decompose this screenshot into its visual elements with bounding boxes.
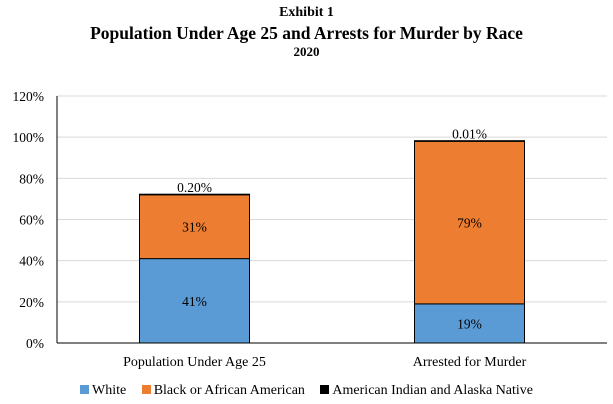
data-label: 0.01%	[452, 127, 487, 142]
y-tick-label: 40%	[19, 254, 44, 269]
exhibit-label: Exhibit 1	[279, 5, 334, 20]
bar-segment	[139, 194, 250, 260]
y-tick-label: 20%	[19, 295, 44, 310]
y-tick-label: 120%	[13, 89, 45, 104]
legend-item-black: Black or African American	[141, 383, 305, 399]
chart-subtitle: 2020	[293, 44, 320, 59]
legend-label-black: Black or African American	[153, 383, 305, 398]
legend-swatch-white	[79, 385, 89, 394]
data-label: 19%	[457, 316, 482, 331]
category-label: Population Under Age 25	[123, 355, 266, 370]
legend-item-white: White	[79, 383, 127, 399]
legend: White Black or African American American…	[0, 383, 613, 399]
y-tick-label: 60%	[19, 213, 44, 228]
legend-label-aian: American Indian and Alaska Native	[332, 383, 534, 398]
data-label: 31%	[182, 220, 207, 235]
bar-segment	[414, 303, 525, 344]
legend-swatch-aian	[320, 385, 330, 394]
bar-segment	[139, 193, 250, 196]
data-label: 0.20%	[177, 180, 212, 195]
legend-swatch-black	[141, 385, 151, 394]
legend-label-white: White	[91, 383, 127, 398]
bar-segment	[414, 140, 525, 305]
legend-item-aian: American Indian and Alaska Native	[320, 383, 533, 399]
category-label: Arrested for Murder	[413, 355, 527, 370]
y-tick-label: 0%	[26, 336, 44, 351]
data-label: 41%	[182, 294, 207, 309]
bar-segment	[139, 258, 250, 344]
data-label: 79%	[457, 216, 482, 231]
bar-segment	[414, 140, 525, 142]
y-tick-label: 80%	[19, 171, 44, 186]
y-tick-label: 100%	[13, 130, 45, 145]
chart-title: Population Under Age 25 and Arrests for …	[90, 23, 523, 43]
chart-title-block: Exhibit 1 Population Under Age 25 and Ar…	[0, 4, 613, 60]
